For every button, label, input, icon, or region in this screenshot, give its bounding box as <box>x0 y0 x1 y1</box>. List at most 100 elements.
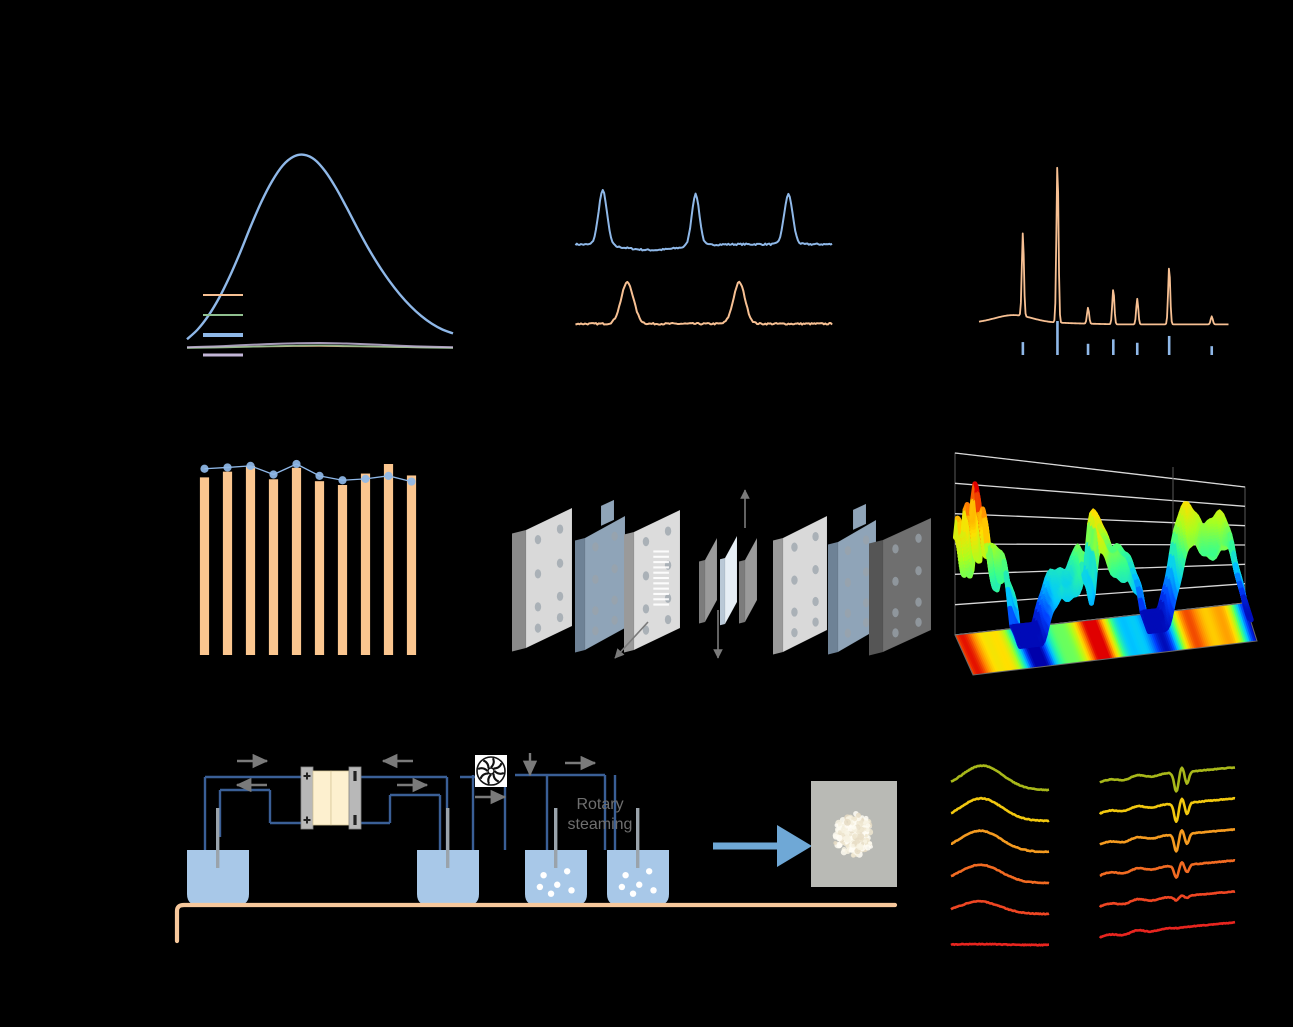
bolt-hole <box>812 617 819 627</box>
contour-band <box>1072 621 1091 662</box>
data-marker <box>269 470 278 479</box>
surface-segment <box>1035 599 1040 610</box>
xrd-reference-sticks <box>1021 321 1214 355</box>
contour-band <box>1085 619 1105 661</box>
dip-tube <box>216 808 220 868</box>
terminal-tab <box>600 499 615 527</box>
bolt-hole <box>556 558 564 568</box>
tank <box>187 808 249 906</box>
panel-exploded-cell <box>505 470 932 670</box>
bolt-hole <box>534 623 542 633</box>
panel-stacked-broad <box>945 755 1060 955</box>
stacked-curve <box>950 899 1050 916</box>
contour-band <box>1107 617 1126 658</box>
contour-band <box>1054 623 1074 664</box>
contour-band <box>1095 618 1114 659</box>
contour-band <box>959 633 981 675</box>
bolt-hole <box>534 535 542 545</box>
bolt-hole <box>791 575 798 585</box>
bolt-hole <box>844 608 852 618</box>
part-face <box>584 515 626 651</box>
part-side <box>575 538 585 653</box>
contour-band <box>1099 618 1118 659</box>
data-marker <box>384 471 393 480</box>
fan-housing <box>476 756 506 786</box>
electrode-right <box>739 537 758 624</box>
fan-hub <box>487 767 495 775</box>
contour-band <box>1076 620 1095 662</box>
surface-segment <box>1037 594 1042 602</box>
tank-group <box>187 808 669 906</box>
surface-segment <box>1228 531 1233 542</box>
powder-fleck <box>866 820 870 824</box>
bubble <box>536 883 544 891</box>
flow-channel <box>653 582 669 585</box>
surface-segment <box>1242 594 1246 601</box>
surface-segment <box>1131 567 1136 576</box>
contour-band <box>1134 614 1152 655</box>
part-face <box>525 507 573 649</box>
contour-band <box>992 630 1013 672</box>
surface-segment <box>1043 575 1048 585</box>
surface-segment <box>1084 540 1089 566</box>
bubble <box>650 887 657 894</box>
contour-band <box>978 631 1000 673</box>
stacked-curve <box>1098 796 1236 823</box>
stacked-broad-curves <box>950 764 1050 947</box>
surface-segment <box>1168 552 1173 567</box>
contour-band <box>1227 604 1244 644</box>
data-marker <box>315 471 324 480</box>
flat-baseline-green <box>186 344 454 349</box>
contour-band <box>990 630 1011 672</box>
contour-band <box>1124 615 1143 656</box>
contour-band <box>1169 610 1187 651</box>
bolt-hole <box>892 544 899 554</box>
surface-segment <box>1173 522 1178 533</box>
contour-band <box>1097 618 1116 659</box>
contour-band <box>1196 607 1213 647</box>
surface-segment <box>1232 550 1237 564</box>
panel-3d-surface <box>945 435 1260 680</box>
panel-broad-peak <box>175 125 460 370</box>
contour-band <box>1074 621 1093 662</box>
part-side <box>624 532 634 653</box>
bubble <box>629 890 637 897</box>
flow-field-plate-left <box>624 509 681 653</box>
surface-segment <box>1171 530 1176 543</box>
surface-segment <box>1164 574 1169 585</box>
powder-fleck <box>851 833 858 840</box>
contour-band <box>1214 605 1230 645</box>
surface-segment <box>1230 539 1235 553</box>
contour-band <box>1206 606 1223 646</box>
contour-band <box>998 629 1019 671</box>
part-face <box>724 535 738 625</box>
contour-band <box>1093 618 1112 660</box>
bolt-hole <box>611 564 618 574</box>
bar <box>383 464 394 655</box>
contour-band <box>1237 603 1253 643</box>
contour-band <box>1192 608 1209 648</box>
contour-band <box>1173 610 1190 650</box>
panel-cycling-bars <box>185 450 430 665</box>
contour-band <box>986 630 1007 672</box>
stacked-curve <box>1099 858 1236 879</box>
contour-band <box>1171 610 1188 650</box>
contour-band <box>984 630 1005 672</box>
surface-segment <box>1135 579 1139 589</box>
upper-spectrum-blue <box>574 188 833 252</box>
fan-blade <box>493 762 503 770</box>
contour-band <box>1220 605 1236 645</box>
surface-segment <box>1088 510 1093 523</box>
flow-channel <box>653 598 669 601</box>
bolt-hole <box>556 524 564 534</box>
contour-band <box>1004 628 1025 670</box>
bolt-hole <box>844 545 852 556</box>
bolt-hole <box>642 571 650 581</box>
panel-xrd <box>965 155 1245 370</box>
legend <box>203 294 243 357</box>
surface-ribbon <box>954 481 1246 627</box>
surface-segment <box>1136 586 1141 600</box>
powder-fleck <box>851 853 856 858</box>
contour-band <box>969 632 990 674</box>
contour-band <box>1130 614 1148 655</box>
